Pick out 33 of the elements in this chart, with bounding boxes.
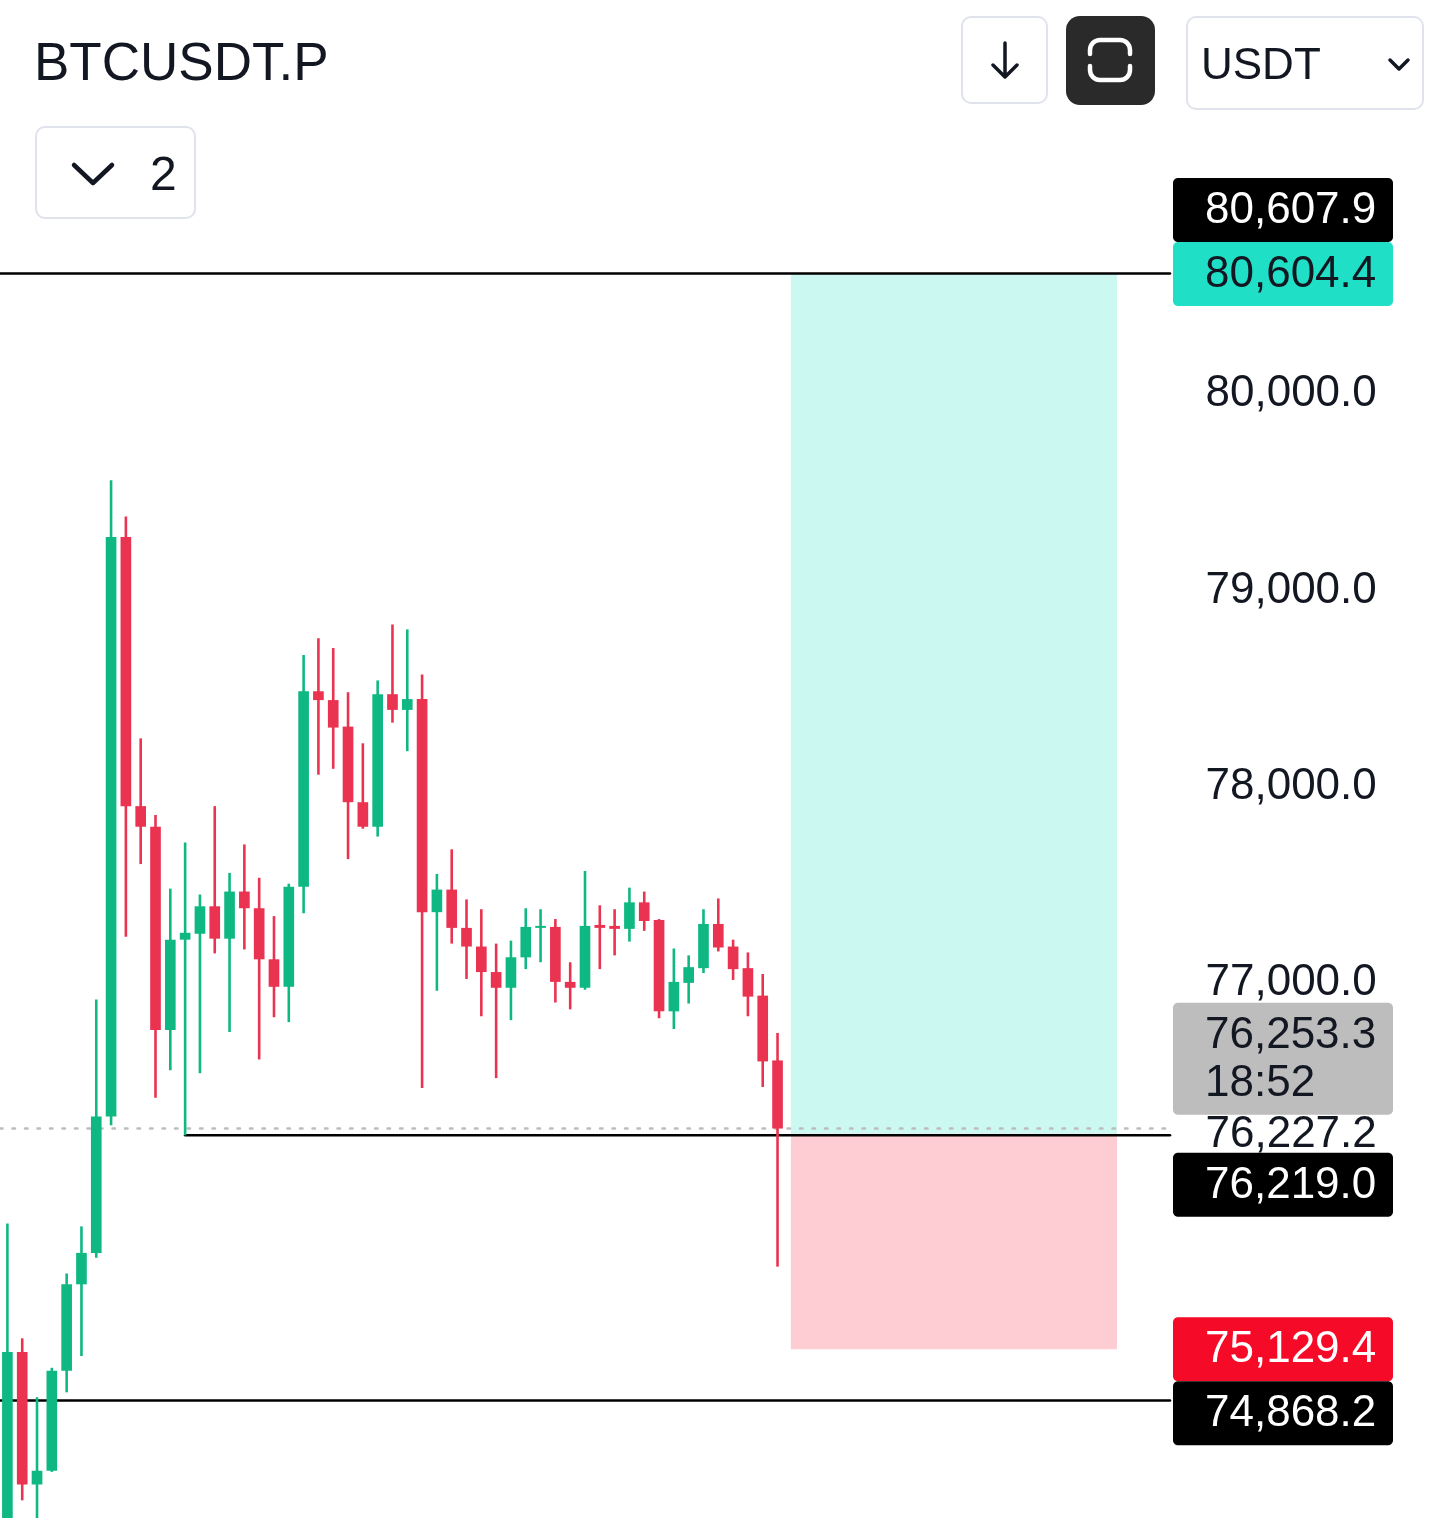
candlestick [727,938,739,982]
candlestick [239,843,250,951]
candlestick [31,1395,43,1518]
candlestick [609,907,620,957]
candlestick [313,636,324,777]
y-tick-label: 77,000.0 [1205,955,1377,1005]
candlestick [401,628,413,753]
candlestick [535,907,546,964]
y-tick-label: 78,000.0 [1205,759,1377,809]
band-label: 75,129.4 [1205,1322,1377,1372]
y-tick-label: 76,227.2 [1205,1107,1377,1157]
candlestick [387,623,398,724]
candlestick [683,954,694,1005]
ref-line-label: 74,868.2 [1205,1386,1377,1436]
candlestick [135,737,147,866]
ref-line-label: 80,607.9 [1205,183,1377,233]
candlestick [179,841,191,1137]
candlestick [564,960,576,1011]
collapse-button: 2 [35,126,196,219]
candlestick [638,890,650,933]
candlestick [490,942,502,1080]
candlestick [461,898,472,981]
ref-line-label: 76,253.3 18:52 [1205,1007,1377,1105]
candlestick [712,897,724,953]
band-label: 80,604.4 [1205,247,1377,297]
candlestick [431,872,443,993]
y-tick-label: 80,000.0 [1205,366,1377,416]
y-tick-label: 79,000.0 [1205,562,1377,612]
currency-dropdown: USDT [1186,16,1424,110]
text: BTCUSDT.P [34,31,329,93]
annotation: 2 [150,147,177,200]
candlestick [594,904,606,971]
ref-line-label: 76,219.0 [1205,1157,1377,1207]
